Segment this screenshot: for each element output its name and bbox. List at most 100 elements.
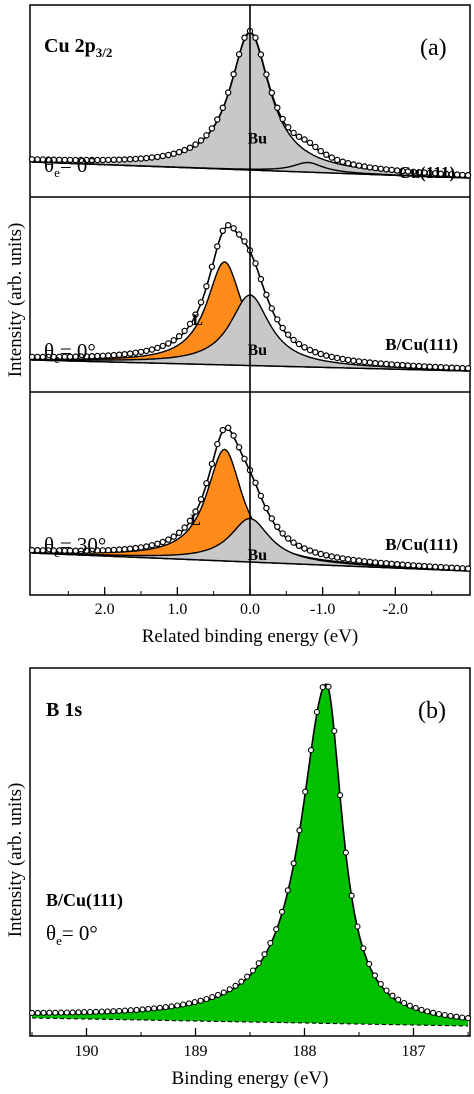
x-tick-label: 0.0 <box>240 601 260 618</box>
data-point <box>344 159 352 167</box>
data-point <box>377 165 384 172</box>
data-point <box>165 151 172 159</box>
data-point <box>372 164 379 172</box>
data-point <box>383 560 390 567</box>
data-point <box>435 1010 442 1018</box>
data-point <box>325 683 332 690</box>
data-point <box>290 129 297 137</box>
panel-a-core-level-label: Cu 2p3/2 <box>44 35 112 60</box>
x-tick-label: -1.0 <box>310 601 335 618</box>
data-point <box>372 359 379 367</box>
data-point <box>224 89 232 96</box>
data-point <box>383 987 390 994</box>
data-point <box>249 967 256 974</box>
data-point <box>459 171 466 179</box>
data-point <box>34 156 41 163</box>
data-point <box>137 544 145 551</box>
data-point <box>268 89 275 97</box>
data-point <box>323 552 330 559</box>
data-point <box>105 547 112 554</box>
data-point <box>139 1006 146 1013</box>
data-point <box>317 147 324 155</box>
data-point <box>339 555 346 562</box>
data-point <box>116 1007 123 1014</box>
data-point <box>339 158 346 165</box>
data-point <box>235 231 243 238</box>
panel-b-letter: (b) <box>418 698 446 724</box>
spectrum-3-data-points <box>28 424 472 572</box>
data-point <box>334 156 341 164</box>
x-tick-label: 1.0 <box>167 601 187 618</box>
data-point <box>235 51 243 58</box>
b1s-background <box>31 1017 469 1027</box>
data-point <box>323 352 330 359</box>
data-point <box>40 1009 47 1016</box>
data-point <box>132 155 139 163</box>
data-point <box>52 1009 59 1016</box>
data-point <box>399 561 406 568</box>
data-point <box>99 156 107 164</box>
data-point <box>389 992 396 999</box>
data-point <box>115 546 123 553</box>
data-point <box>203 480 210 487</box>
panel-b-angle-label: θe= 0° <box>46 921 98 948</box>
data-point <box>191 999 198 1006</box>
data-point <box>121 156 128 163</box>
data-point <box>257 51 265 58</box>
data-point <box>238 978 245 985</box>
data-point <box>361 358 368 366</box>
data-point <box>388 166 395 174</box>
data-point <box>154 540 161 548</box>
data-point <box>105 352 112 359</box>
data-point <box>104 1008 111 1015</box>
data-point <box>127 1007 134 1014</box>
data-point <box>453 564 461 572</box>
data-point <box>448 364 455 371</box>
data-point <box>132 349 139 356</box>
data-point <box>220 989 227 996</box>
data-point <box>162 1004 169 1011</box>
data-point <box>170 337 177 344</box>
data-point <box>350 357 357 364</box>
panel-b-spectrum <box>28 683 472 1027</box>
data-point <box>132 544 139 552</box>
data-point <box>274 523 281 531</box>
data-point <box>92 1008 99 1015</box>
data-point <box>312 549 319 556</box>
x-tick-label: 190 <box>75 1043 99 1060</box>
data-point <box>115 351 123 358</box>
spectrum-1-angle-value: = 0° <box>60 153 96 177</box>
spectrum-1-peak-label-bu: Bu <box>248 130 268 147</box>
data-point <box>278 908 286 915</box>
data-point <box>197 997 204 1004</box>
data-point <box>426 563 433 570</box>
data-point <box>339 355 346 363</box>
data-point <box>371 972 379 979</box>
data-point <box>372 559 379 566</box>
panel-a-x-ticks: 2.0 1.0 0.0 -1.0 -2.0 <box>67 587 433 618</box>
data-point <box>394 561 401 568</box>
data-point <box>267 939 274 947</box>
x-tick-label: 189 <box>184 1043 208 1060</box>
data-point <box>126 350 134 357</box>
data-point <box>145 1005 152 1012</box>
spectrum-2-angle-sub: e <box>54 351 60 366</box>
b1s-fit-envelope <box>32 683 469 1021</box>
data-point <box>441 1011 448 1019</box>
data-point <box>110 546 118 554</box>
data-point <box>350 556 357 564</box>
data-point <box>87 1008 94 1016</box>
data-point <box>28 546 36 554</box>
spectrum-2-peak-label-l: L <box>192 312 203 329</box>
x-tick-label: 187 <box>402 1043 426 1060</box>
data-point <box>148 346 156 353</box>
data-point <box>290 539 297 546</box>
data-point <box>110 1008 117 1015</box>
data-point <box>348 892 355 899</box>
data-point <box>274 316 281 323</box>
data-point <box>226 986 233 993</box>
data-point <box>98 1008 105 1015</box>
data-point <box>263 71 270 78</box>
data-point <box>168 1003 175 1010</box>
data-point <box>415 362 423 370</box>
